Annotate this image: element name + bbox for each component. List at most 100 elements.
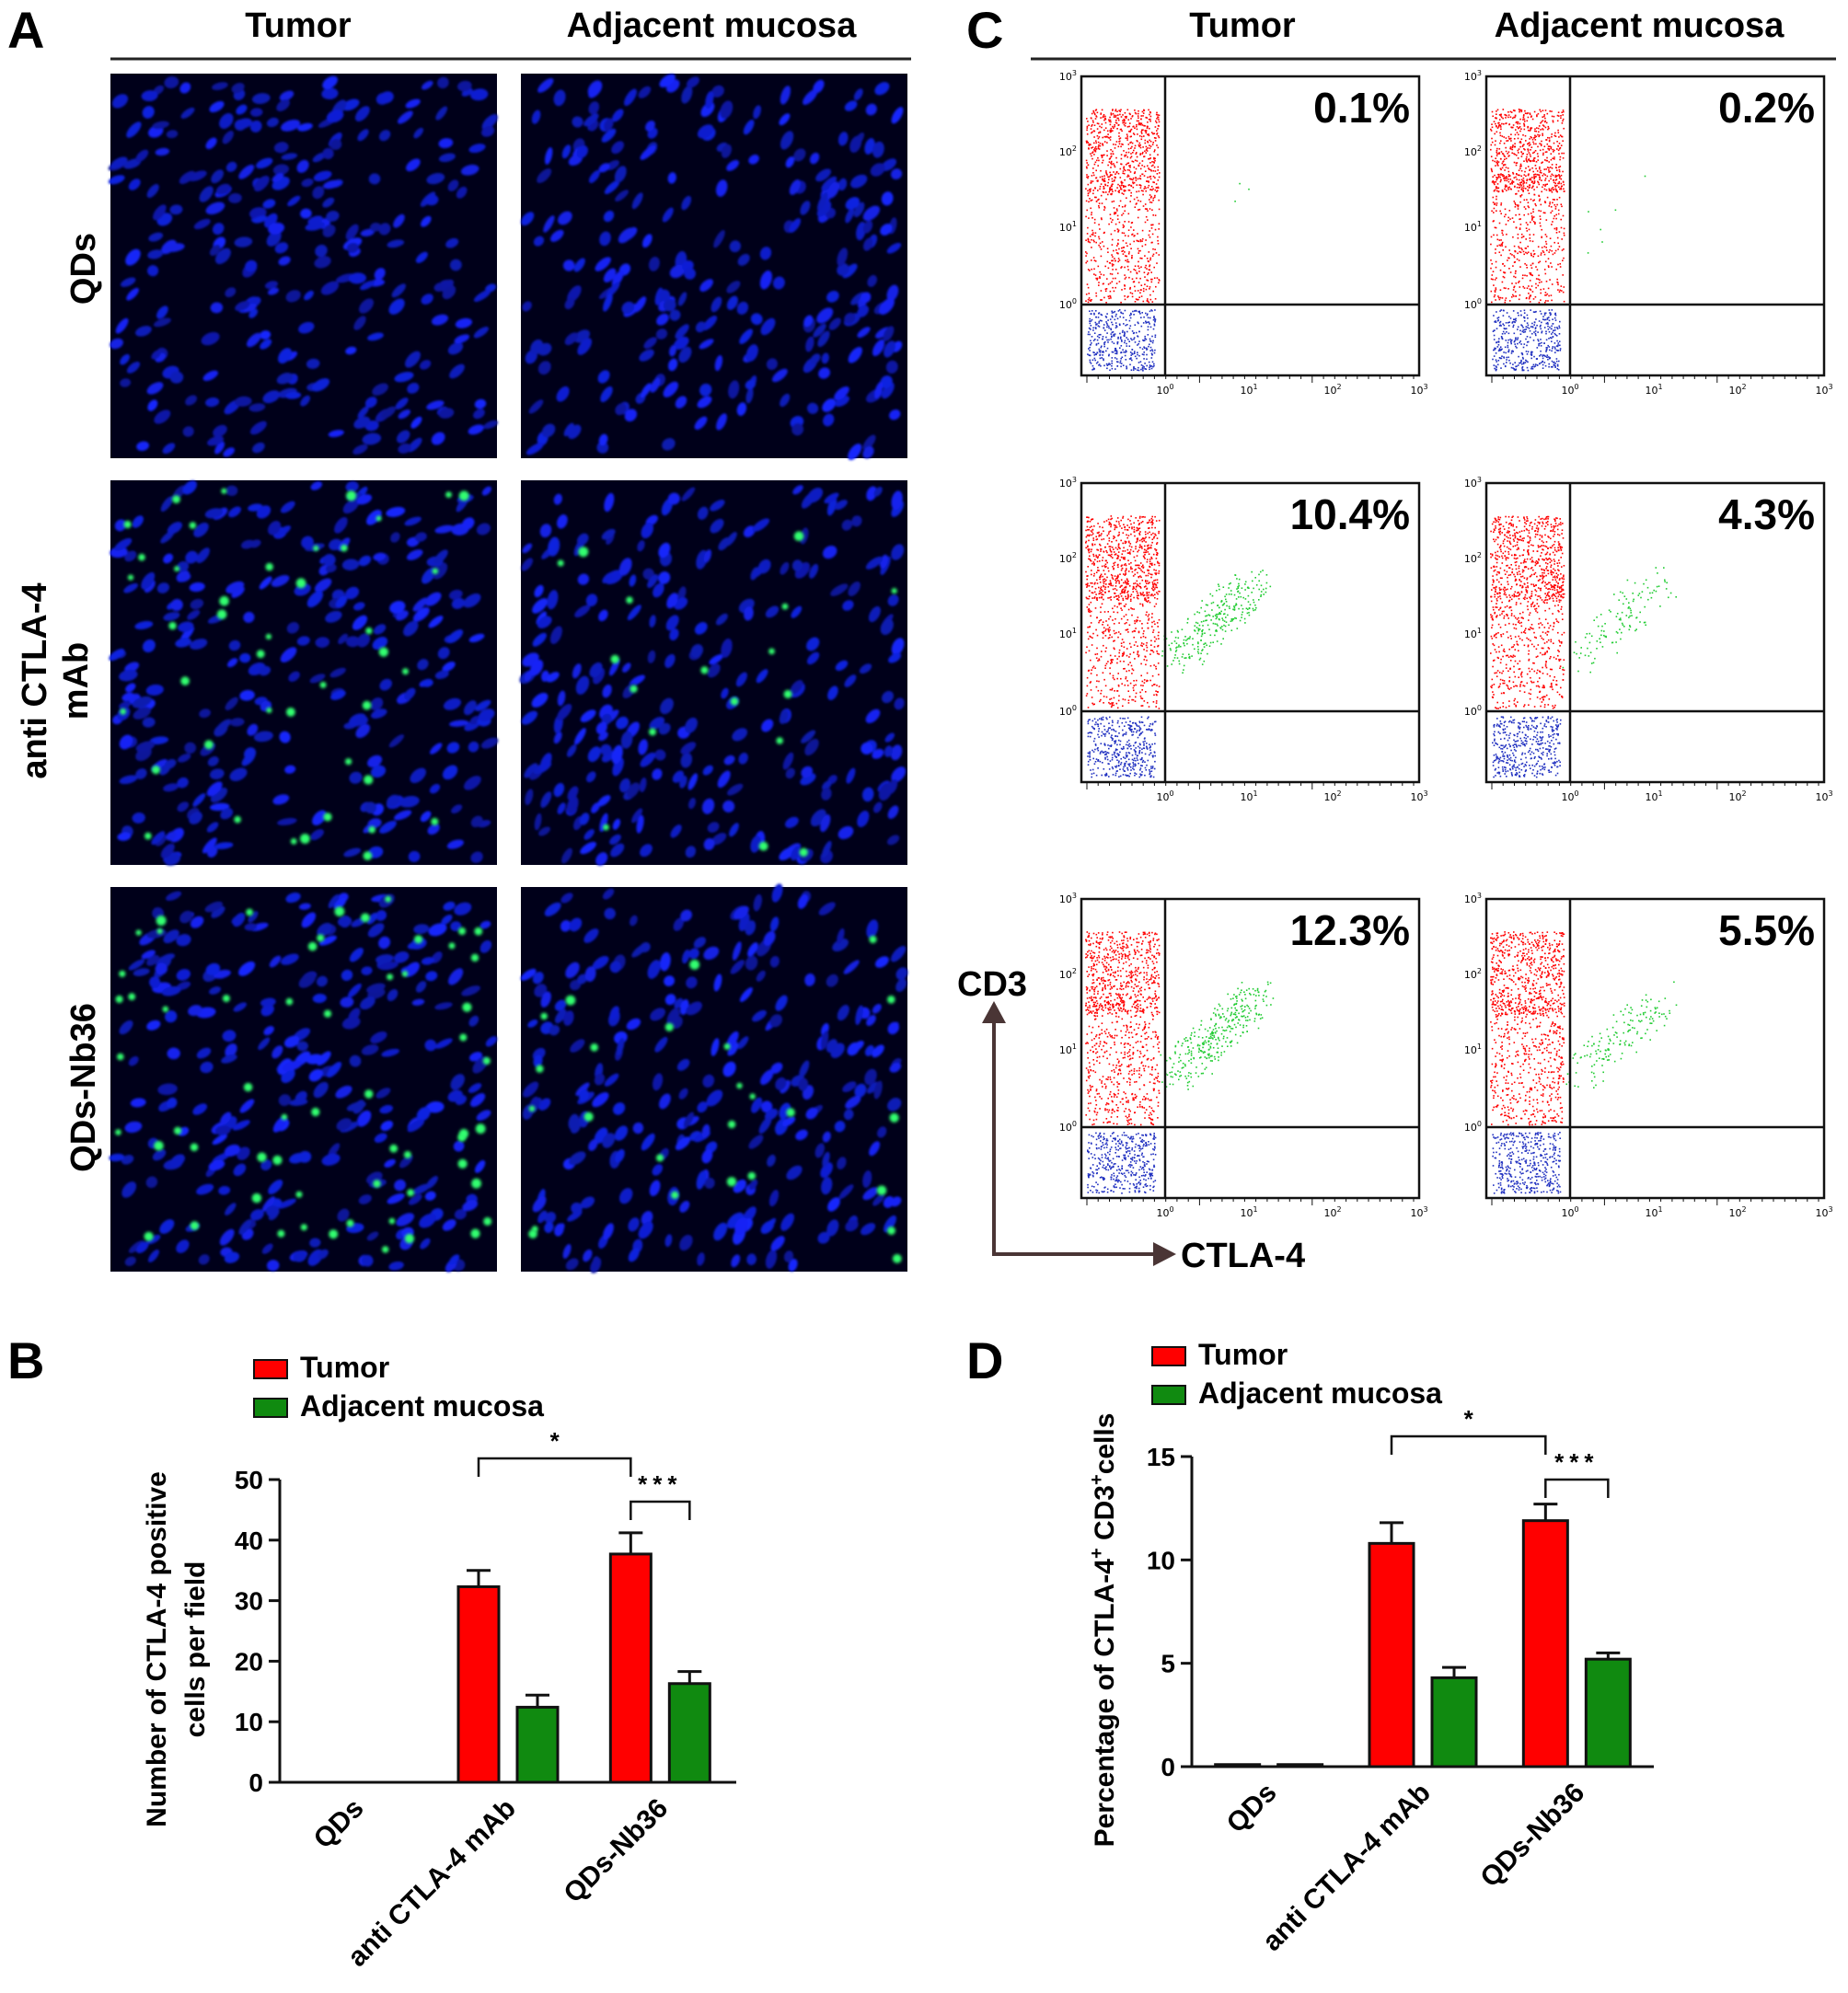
cd3-negative-event (1098, 348, 1101, 351)
cd3-positive-event (1134, 206, 1137, 208)
cd3-positive-event (1130, 179, 1132, 180)
cd3-positive-event (1143, 175, 1146, 177)
cd3-positive-event (1494, 160, 1496, 163)
cd3-negative-event (1553, 317, 1556, 319)
nucleus (147, 265, 159, 277)
cd3-positive-event (1562, 114, 1564, 116)
cd3-positive-event (1103, 232, 1105, 235)
cd3-positive-event (1520, 156, 1523, 157)
cd3-negative-event (1098, 334, 1101, 336)
ctla4-positive-cell (470, 953, 479, 962)
cd3-positive-event (1560, 226, 1563, 229)
cd3-negative-event (1527, 369, 1530, 372)
nucleus (185, 395, 198, 406)
nucleus (300, 395, 311, 407)
nucleus (199, 708, 211, 719)
nucleus (370, 1031, 387, 1043)
nucleus (532, 632, 547, 647)
cd3-positive-event (1548, 171, 1550, 173)
cd3-negative-event (1558, 327, 1561, 329)
cd3-negative-event (1097, 342, 1100, 345)
cd3-negative-event (1501, 338, 1504, 340)
nucleus (780, 393, 791, 408)
cd3-positive-event (1137, 133, 1138, 135)
cd3-negative-event (1095, 316, 1097, 318)
nucleus (639, 778, 647, 792)
cd3-positive-event (1122, 170, 1125, 172)
cd3-positive-event (1099, 125, 1101, 128)
cd3-positive-event (1523, 128, 1526, 131)
nucleus (816, 307, 834, 324)
cd3-negative-event (1142, 741, 1145, 743)
nucleus (287, 195, 301, 207)
cd3-positive-event (1109, 282, 1112, 284)
cd3-positive-event (1562, 109, 1565, 111)
cd3-negative-event (1092, 351, 1094, 353)
nucleus (394, 1179, 407, 1192)
cd3-positive-event (1136, 271, 1138, 274)
row-label-anti-ctla4-line1: anti CTLA-4 (16, 582, 54, 778)
cd3-positive-event (1128, 125, 1130, 128)
cd3-positive-event (1555, 189, 1557, 190)
cd3-positive-event (1112, 277, 1115, 280)
nucleus (373, 624, 387, 635)
ctla4-positive-cell (432, 568, 439, 574)
cd3-negative-event (1126, 345, 1128, 347)
cd3-positive-event (1088, 201, 1090, 203)
cd3-positive-event (1562, 180, 1565, 183)
cd3-negative-event (1522, 362, 1525, 363)
nucleus (654, 749, 666, 761)
nucleus (835, 396, 849, 407)
cd3-positive-event (1127, 213, 1130, 215)
ctla4-positive-cell (583, 1112, 594, 1122)
cd3-positive-event (1547, 258, 1550, 259)
ctla4-positive-cell (138, 553, 145, 561)
cd3-positive-event (1543, 114, 1545, 116)
nucleus (133, 968, 150, 976)
ctla4-positive-cell (445, 491, 452, 498)
ctla4-positive-cell (407, 1189, 415, 1197)
cd3-positive-event (1150, 224, 1152, 226)
cd3-negative-event (1089, 310, 1091, 312)
cd3-positive-event (1105, 302, 1107, 304)
cd3-positive-event (1552, 174, 1554, 177)
cd3-negative-event (1120, 763, 1122, 766)
nucleus (248, 911, 259, 923)
cd3-positive-event (1138, 200, 1139, 202)
cd3-negative-event (1089, 328, 1091, 329)
nucleus (561, 144, 572, 159)
cd3-positive-event (1100, 194, 1103, 197)
cd3-positive-event (1136, 190, 1138, 193)
cd3-positive-event (1550, 153, 1553, 155)
cd3-negative-event (1506, 312, 1508, 314)
cd3-positive-event (1139, 240, 1142, 243)
cd3-positive-event (1504, 215, 1506, 218)
nucleus (163, 553, 174, 564)
nucleus (464, 776, 481, 790)
cd3-negative-event (1521, 356, 1524, 359)
nucleus (119, 1020, 133, 1035)
cd3-positive-event (1107, 193, 1109, 196)
cd3-negative-event (1530, 366, 1533, 368)
col-header-tumor: Tumor (245, 6, 352, 45)
cd3-positive-event (1154, 126, 1157, 128)
x-decade-tick: 103 (1410, 383, 1427, 397)
cd3-positive-event (1550, 146, 1553, 148)
cd3-positive-event (1509, 148, 1512, 150)
cd3-negative-event (1089, 333, 1091, 336)
cd3-positive-event (1135, 112, 1138, 115)
ctla4-positive-cell (204, 740, 214, 750)
cd3-positive-event (1117, 239, 1119, 241)
nucleus (580, 709, 596, 722)
cd3-positive-event (1088, 297, 1091, 299)
cd3-positive-event (1526, 156, 1528, 158)
cd3-negative-event (1520, 314, 1522, 317)
cd3-positive-event (1546, 183, 1548, 185)
cd3-positive-event (1539, 179, 1541, 180)
cd3-positive-event (1115, 141, 1118, 143)
nucleus (108, 175, 125, 185)
nucleus (349, 272, 366, 284)
cd3-positive-event (1106, 130, 1109, 132)
cd3-positive-event (1558, 186, 1560, 189)
cd3-negative-event (1507, 346, 1509, 349)
